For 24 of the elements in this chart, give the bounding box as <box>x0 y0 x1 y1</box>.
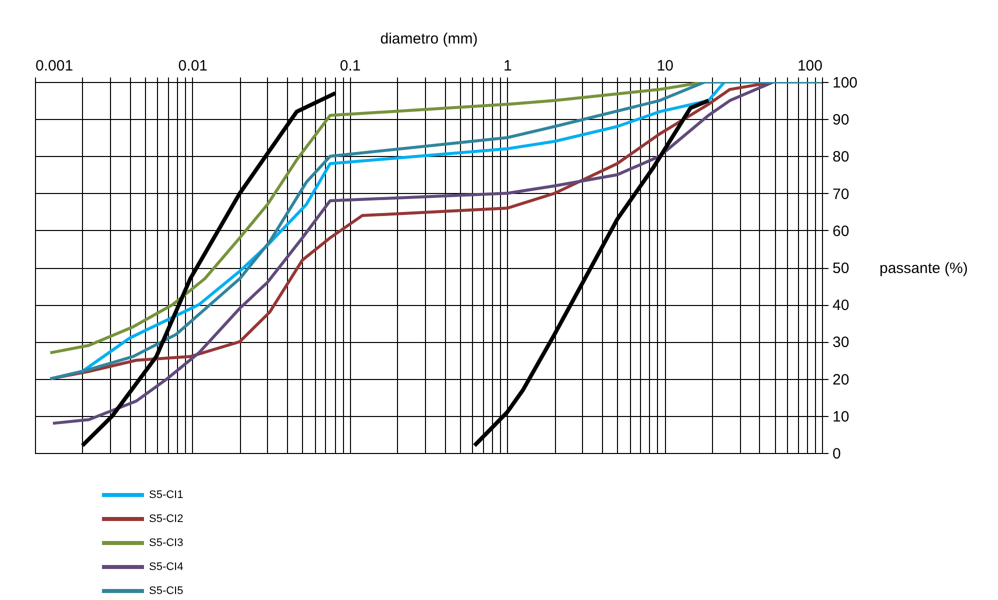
y-tick-label: 20 <box>832 371 850 388</box>
legend-label: S5-CI4 <box>149 561 184 573</box>
y-tick-label: 10 <box>832 408 850 426</box>
y-tick-label: 50 <box>832 260 850 277</box>
x-tick-label: 100 <box>797 58 822 74</box>
y-tick-label: 100 <box>832 74 858 92</box>
x-tick-label: 10 <box>656 58 674 74</box>
y-tick-label: 80 <box>832 148 850 166</box>
legend-label: S5-CI2 <box>149 513 184 525</box>
y-tick-label: 70 <box>832 186 850 203</box>
y-tick-label: 0 <box>832 446 841 462</box>
x-tick-label: 0.001 <box>36 58 74 74</box>
x-tick-label: 0.01 <box>178 58 208 74</box>
y-tick-label: 40 <box>832 297 850 314</box>
y-tick-label: 30 <box>832 334 850 352</box>
legend-label: S5-CI1 <box>149 489 184 501</box>
x-tick-label: 0.1 <box>340 58 361 74</box>
y-tick-label: 60 <box>832 222 850 240</box>
legend-label: S5-CI5 <box>149 585 184 597</box>
x-axis-title: diametro (mm) <box>380 30 478 48</box>
y-tick-label: 90 <box>832 112 850 129</box>
legend-label: S5-CI3 <box>149 537 184 549</box>
y-axis-title: passante (%) <box>880 260 968 277</box>
x-tick-label: 1 <box>504 58 512 74</box>
